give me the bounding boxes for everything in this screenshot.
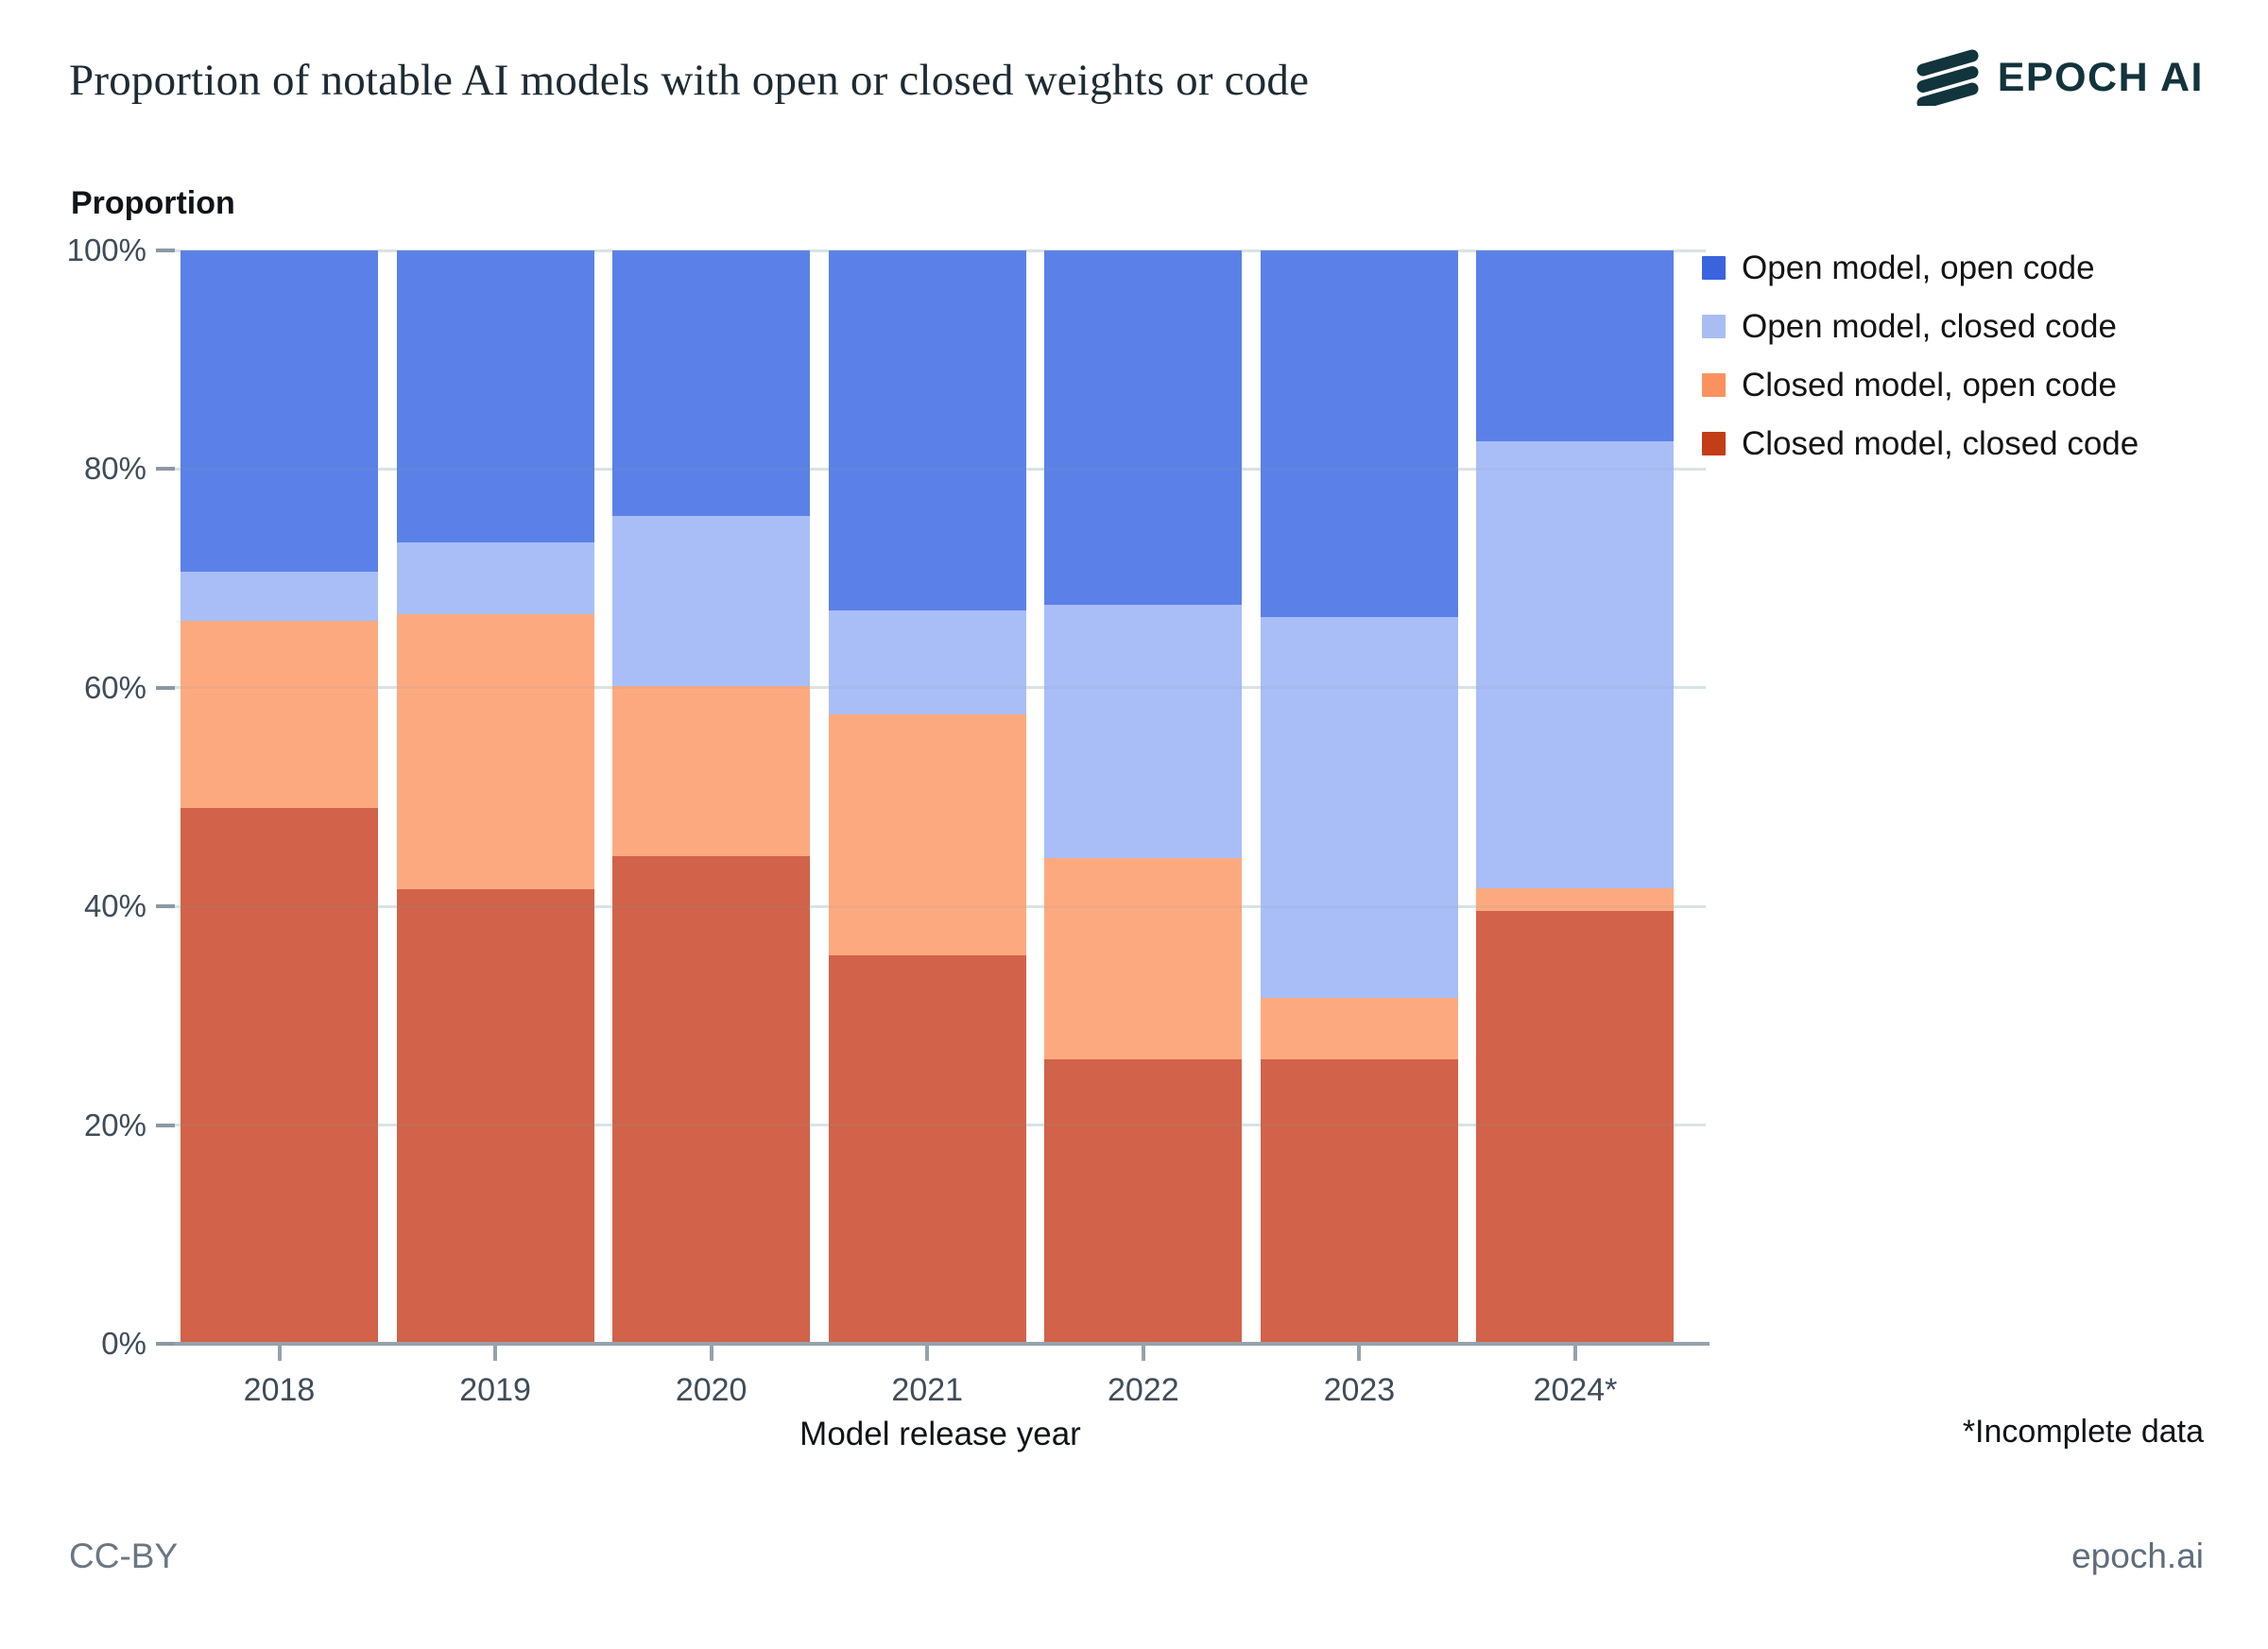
bar-segment[interactable] — [612, 685, 811, 856]
bar-segment[interactable] — [180, 808, 378, 1344]
x-tick-mark — [1357, 1346, 1362, 1361]
incomplete-data-footnote: *Incomplete data — [1962, 1414, 2204, 1450]
y-tick-mark — [156, 1123, 175, 1127]
x-axis-line — [175, 1342, 1710, 1346]
bar-segment[interactable] — [828, 250, 1026, 610]
y-tick-mark — [156, 904, 175, 909]
bar-segment[interactable] — [612, 855, 811, 1344]
x-tick-label: 2019 — [459, 1372, 531, 1408]
legend-label: Closed model, closed code — [1742, 424, 2139, 462]
bar-segment[interactable] — [828, 713, 1026, 956]
y-axis-title: Proportion — [71, 185, 235, 221]
y-tick-mark — [156, 1342, 175, 1346]
x-tick-label: 2020 — [675, 1372, 747, 1408]
bar-segment[interactable] — [1476, 441, 1675, 888]
legend-swatch-icon — [1702, 256, 1726, 280]
x-tick-label: 2021 — [891, 1372, 964, 1408]
bar-segment[interactable] — [180, 250, 378, 573]
y-tick-mark — [156, 249, 175, 252]
legend-item[interactable]: Open model, closed code — [1702, 308, 2139, 345]
legend-item[interactable]: Open model, open code — [1702, 249, 2139, 286]
x-tick-label: 2023 — [1323, 1372, 1396, 1408]
legend-item[interactable]: Closed model, open code — [1702, 367, 2139, 404]
legend-swatch-icon — [1702, 432, 1726, 455]
bar-segment[interactable] — [1260, 616, 1458, 999]
bar-segment[interactable] — [396, 250, 594, 542]
gridline-overlay-100 — [175, 249, 1706, 252]
epoch-logo-icon — [1915, 49, 1983, 106]
bar-column-2018 — [180, 250, 378, 1344]
epoch-logo-text: EPOCH AI — [1997, 54, 2204, 100]
gridline-100 — [175, 249, 1706, 252]
bar-segment[interactable] — [1044, 1059, 1243, 1344]
legend-label: Open model, open code — [1742, 249, 2095, 286]
y-tick-mark — [156, 467, 175, 472]
bar-column-2020 — [612, 250, 811, 1344]
bar-column-2019 — [396, 250, 594, 1344]
license-cc-by[interactable]: CC-BY — [69, 1537, 179, 1575]
bar-column-2021 — [828, 250, 1026, 1344]
bar-segment[interactable] — [180, 572, 378, 622]
bar-segment[interactable] — [1476, 887, 1675, 911]
bar-segment[interactable] — [396, 541, 594, 615]
legend-swatch-icon — [1702, 315, 1726, 338]
bar-column-2022 — [1044, 250, 1243, 1344]
gridline-overlay-40 — [175, 904, 1706, 908]
y-tick-label: 20% — [83, 1107, 146, 1142]
x-tick-label: 2024* — [1533, 1372, 1618, 1408]
epoch-ai-link[interactable]: epoch.ai — [2071, 1537, 2204, 1575]
y-tick-label: 100% — [66, 232, 146, 267]
bar-column-2024 — [1476, 250, 1675, 1344]
legend-swatch-icon — [1702, 373, 1726, 397]
bar-segment[interactable] — [396, 614, 594, 889]
bar-segment[interactable] — [396, 888, 594, 1344]
legend: Open model, open code Open model, closed … — [1702, 249, 2139, 490]
x-tick-mark — [709, 1346, 713, 1361]
x-tick-label: 2022 — [1107, 1372, 1179, 1408]
plot-area: 0% 20% 40% 60% 80% 100% 2018 2019 2020 2021 2022 20… — [67, 232, 1710, 1408]
x-tick-mark — [925, 1346, 930, 1361]
bar-segment[interactable] — [1044, 250, 1243, 605]
y-tick-label: 80% — [83, 451, 146, 487]
bar-segment[interactable] — [1260, 250, 1458, 617]
bar-segment[interactable] — [180, 621, 378, 809]
legend-item[interactable]: Closed model, closed code — [1702, 425, 2139, 462]
bar-segment[interactable] — [1476, 910, 1675, 1344]
x-tick-label: 2018 — [243, 1372, 316, 1408]
x-axis-title: Model release year — [799, 1416, 1081, 1452]
y-tick-label: 60% — [83, 669, 146, 705]
bar-segment[interactable] — [828, 610, 1026, 714]
epoch-ai-logo: EPOCH AI — [1915, 49, 2204, 106]
legend-label: Closed model, open code — [1742, 366, 2117, 404]
legend-label: Open model, closed code — [1742, 307, 2117, 345]
y-tick-mark — [156, 685, 175, 690]
y-tick-label: 40% — [83, 888, 146, 924]
x-tick-mark — [493, 1346, 498, 1361]
chart-title: Proportion of notable AI models with ope… — [69, 56, 1310, 105]
bar-segment[interactable] — [1044, 858, 1243, 1060]
x-tick-mark — [1572, 1346, 1577, 1361]
bar-column-2023 — [1260, 250, 1458, 1344]
gridline-overlay-80 — [175, 467, 1706, 471]
bar-segment[interactable] — [1260, 998, 1458, 1060]
gridline-overlay-60 — [175, 686, 1706, 690]
gridline-overlay-20 — [175, 1124, 1706, 1127]
bar-segment[interactable] — [828, 955, 1026, 1344]
bar-segment[interactable] — [1476, 250, 1675, 442]
x-tick-mark — [277, 1346, 282, 1361]
bar-segment[interactable] — [1260, 1059, 1458, 1344]
bar-segment[interactable] — [612, 250, 811, 517]
bar-segment[interactable] — [612, 516, 811, 686]
y-tick-label: 0% — [101, 1326, 146, 1361]
x-tick-mark — [1141, 1346, 1145, 1361]
bar-segment[interactable] — [1044, 604, 1243, 859]
